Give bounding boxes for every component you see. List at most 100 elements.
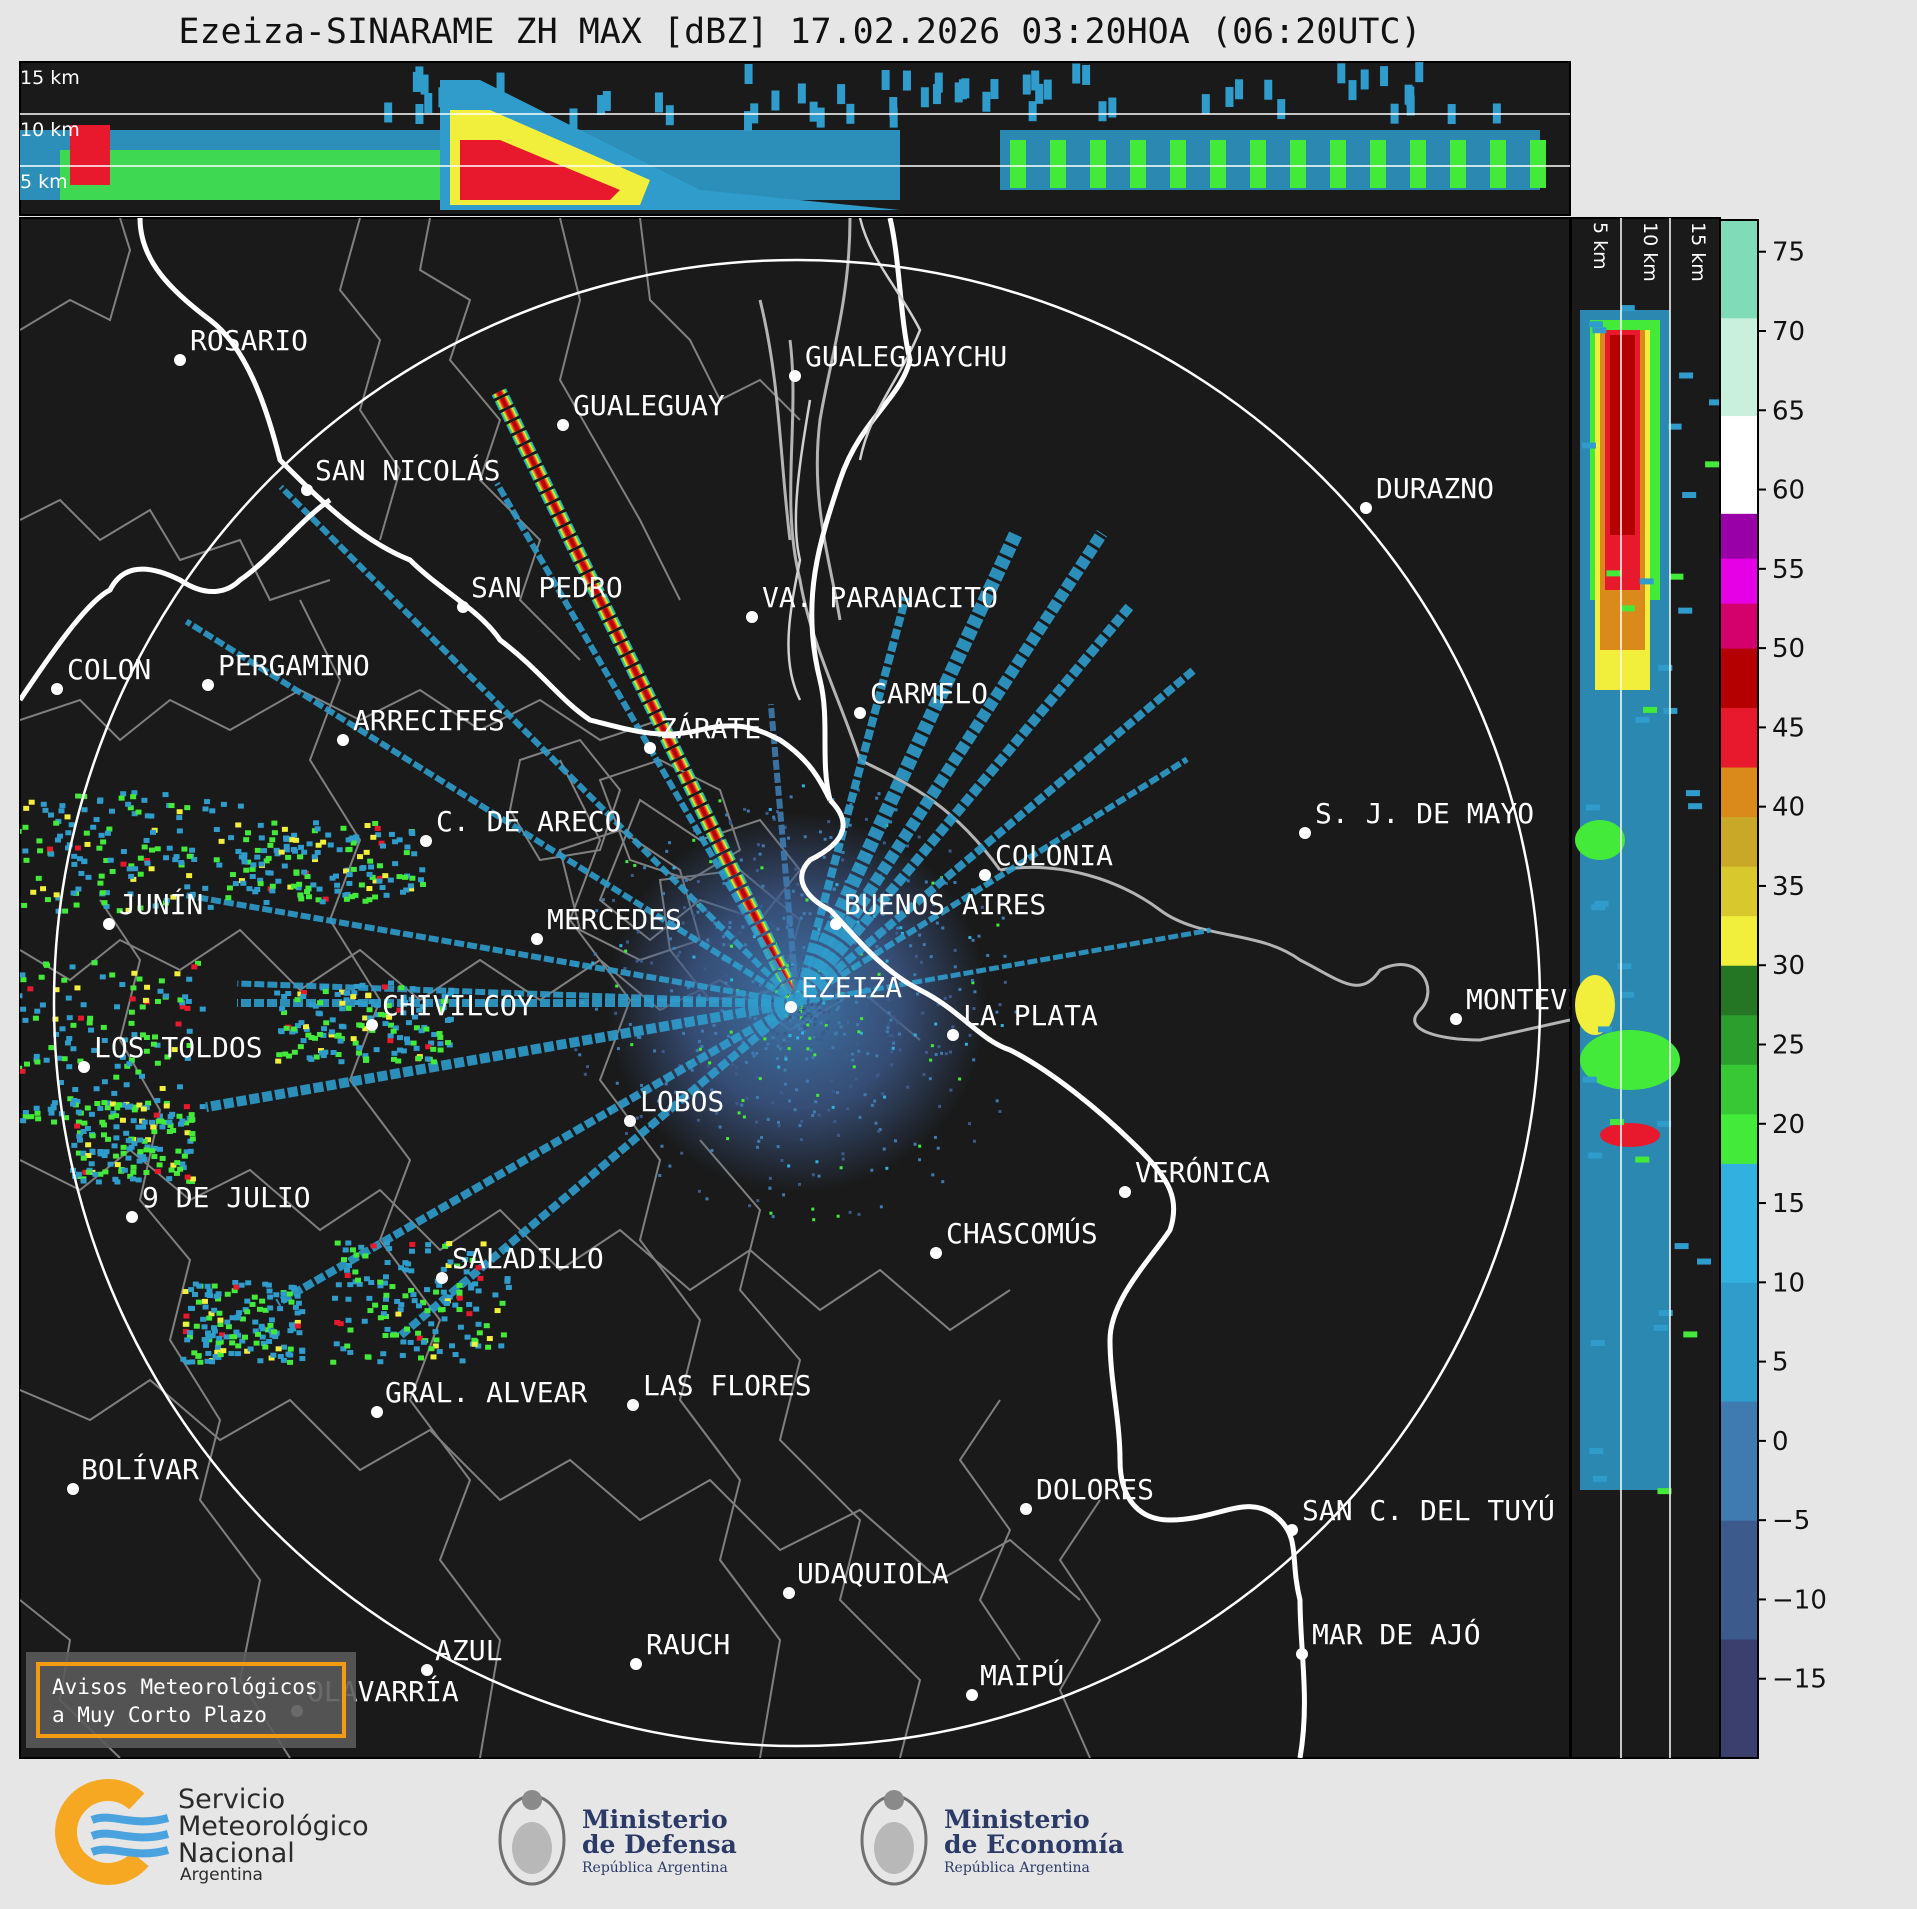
colorbar-frame	[1719, 219, 1759, 1759]
colorbar-tick-label: 40	[1772, 793, 1805, 823]
city-label: CHIVILCOY	[382, 989, 534, 1022]
city-dot-icon	[420, 835, 432, 847]
city-marker: CHASCOMÚS	[930, 1216, 1098, 1259]
smn-line-3: Nacional	[178, 1838, 295, 1869]
city-marker: JUNÍN	[103, 887, 203, 930]
colorbar-tick-label: 0	[1772, 1427, 1789, 1457]
city-marker: MONTEVIDEO	[1450, 983, 1570, 1025]
city-dot-icon	[785, 1001, 797, 1013]
defensa-logo: Ministerio de Defensa República Argentin…	[498, 1790, 737, 1886]
top-echo-layer	[20, 62, 1546, 210]
city-dot-icon	[1450, 1013, 1462, 1025]
city-dot-icon	[202, 679, 214, 691]
city-label: DOLORES	[1036, 1473, 1154, 1506]
coastline	[20, 218, 1307, 1758]
smn-line-4: Argentina	[180, 1865, 263, 1885]
city-label: SALADILLO	[452, 1242, 604, 1275]
city-marker: GRAL. ALVEAR	[371, 1376, 587, 1418]
city-dot-icon	[531, 933, 543, 945]
city-marker: S. J. DE MAYO	[1299, 797, 1534, 839]
colorbar-swatch	[1720, 558, 1758, 604]
city-marker: AZUL	[421, 1634, 502, 1676]
city-label: COLON	[67, 653, 151, 686]
city-marker: CHIVILCOY	[366, 989, 534, 1031]
city-marker: LOS TOLDOS	[78, 1031, 263, 1073]
radar-map: ROSARIO GUALEGUAYCHU GUALEGUAY SAN NICOLÁS D…	[19, 217, 1571, 1759]
city-dot-icon	[126, 1211, 138, 1223]
smn-emblem-icon	[55, 1779, 161, 1885]
city-dot-icon	[1286, 1524, 1298, 1536]
city-marker: GUALEGUAYCHU	[789, 340, 1007, 382]
city-marker: GUALEGUAY	[557, 389, 725, 431]
city-dot-icon	[783, 1587, 795, 1599]
district-boundaries	[20, 218, 1102, 1758]
colorbar-swatch	[1720, 603, 1758, 649]
side-label-10km: 10 km	[1639, 222, 1661, 282]
colorbar-tick-label: 55	[1772, 555, 1805, 585]
city-dot-icon	[301, 484, 313, 496]
colorbar-swatch	[1720, 1282, 1758, 1402]
city-marker: SALADILLO	[436, 1242, 604, 1284]
smn-line-2: Meteorológico	[178, 1811, 369, 1842]
colorbar-tick-label: 5	[1772, 1348, 1789, 1378]
city-marker: ARRECIFES	[337, 704, 505, 746]
city-dot-icon	[746, 611, 758, 623]
city-label: UDAQUIOLA	[797, 1557, 949, 1590]
economia-line-3: República Argentina	[944, 1860, 1090, 1876]
city-marker: MAR DE AJÓ	[1296, 1617, 1481, 1660]
colorbar-tick-label: 30	[1772, 951, 1805, 981]
colorbar-tick-label: 25	[1772, 1030, 1805, 1060]
city-dot-icon	[966, 1689, 978, 1701]
city-label: CARMELO	[870, 677, 988, 710]
colorbar-tick-label: −10	[1772, 1585, 1827, 1615]
city-dot-icon	[51, 683, 63, 695]
city-marker: COLON	[51, 653, 151, 695]
city-marker: BUENOS AIRES	[830, 888, 1046, 930]
city-marker: ZÁRATE	[644, 711, 761, 754]
city-label: ZÁRATE	[660, 711, 761, 745]
city-label: LAS FLORES	[643, 1369, 812, 1402]
city-marker: DOLORES	[1020, 1473, 1154, 1515]
city-label: JUNÍN	[119, 887, 203, 921]
city-marker: LA PLATA	[947, 999, 1098, 1041]
city-dot-icon	[627, 1399, 639, 1411]
city-label: ROSARIO	[190, 324, 308, 357]
city-dot-icon	[366, 1019, 378, 1031]
city-marker: VA. PARANACITO	[746, 581, 998, 623]
city-marker: DURAZNO	[1360, 472, 1494, 514]
colorbar-swatch	[1720, 866, 1758, 917]
city-label: AZUL	[435, 1634, 502, 1667]
city-dot-icon	[421, 1664, 433, 1676]
colorbar-tick-label: 75	[1772, 238, 1805, 268]
colorbar-tick-label: 70	[1772, 317, 1805, 347]
colorbar-tick-label: 65	[1772, 396, 1805, 426]
colorbar-swatch	[1720, 1163, 1758, 1283]
city-label: GUALEGUAYCHU	[805, 340, 1007, 373]
city-label: LA PLATA	[963, 999, 1098, 1032]
colorbar-tick-label: 50	[1772, 634, 1805, 664]
colorbar-swatch	[1720, 965, 1758, 1016]
colorbar-tick-label: 10	[1772, 1268, 1805, 1298]
city-label: SAN NICOLÁS	[315, 453, 500, 487]
colorbar-swatch	[1720, 707, 1758, 768]
smn-line-1: Servicio	[178, 1784, 285, 1815]
city-dot-icon	[67, 1483, 79, 1495]
defensa-line-2: de Defensa	[582, 1830, 737, 1859]
city-dot-icon	[947, 1029, 959, 1041]
colorbar-swatch	[1720, 1520, 1758, 1640]
colorbar-tick-label: 35	[1772, 872, 1805, 902]
range-circle	[52, 258, 1542, 1748]
city-marker: UDAQUIOLA	[783, 1557, 949, 1599]
colorbar-tick-label: 60	[1772, 476, 1805, 506]
city-label: RAUCH	[646, 1628, 730, 1661]
colorbar-tick-label: 45	[1772, 713, 1805, 743]
top-label-10km: 10 km	[20, 119, 80, 141]
city-label: MAIPÚ	[980, 1658, 1064, 1692]
city-marker: SAN PEDRO	[457, 571, 623, 613]
city-dot-icon	[436, 1272, 448, 1284]
city-label: COLONIA	[995, 839, 1113, 872]
city-marker: LOBOS	[624, 1085, 724, 1127]
warning-badge[interactable]: Avisos Meteorológicos a Muy Corto Plazo	[26, 1652, 356, 1748]
city-dot-icon	[1299, 827, 1311, 839]
